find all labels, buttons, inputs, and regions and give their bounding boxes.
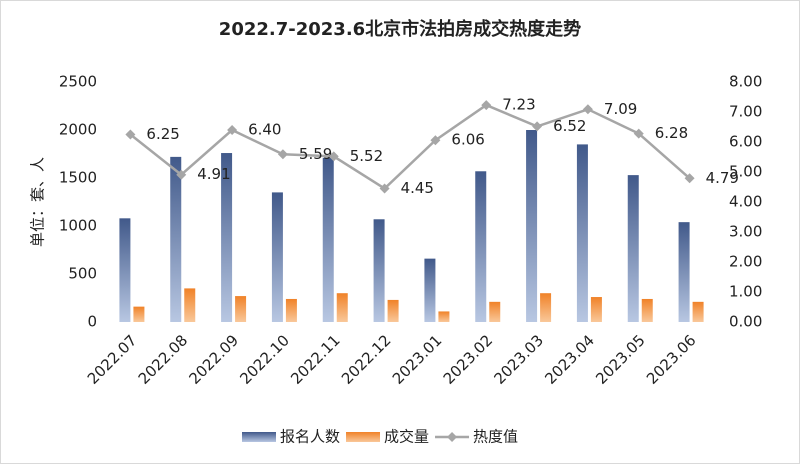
bar xyxy=(692,301,704,322)
y-tick-label: 1000 xyxy=(59,217,97,235)
marker xyxy=(684,173,695,184)
marker xyxy=(582,104,593,115)
y2-tick-label: 2.00 xyxy=(729,253,762,271)
x-tick-label: 2022.11 xyxy=(287,331,344,388)
bar xyxy=(322,157,334,322)
y-tick-label: 1500 xyxy=(59,169,97,187)
x-tick-label: 2022.12 xyxy=(338,331,395,388)
bar xyxy=(678,222,690,322)
bar xyxy=(271,192,283,322)
marker xyxy=(328,151,339,162)
legend-label: 报名人数 xyxy=(280,428,340,446)
y-tick-label: 0 xyxy=(87,313,97,331)
marker xyxy=(125,129,136,140)
marker xyxy=(227,125,238,135)
bar xyxy=(641,298,653,322)
data-label: 6.52 xyxy=(553,117,586,135)
bar xyxy=(285,298,297,322)
x-tick-label: 2023.02 xyxy=(440,331,497,388)
x-tick-label: 2023.03 xyxy=(491,331,548,388)
data-label: 5.59 xyxy=(299,145,332,163)
data-label: 5.52 xyxy=(350,147,383,165)
bar xyxy=(221,153,233,322)
bar xyxy=(170,156,182,322)
x-tick-label: 2023.06 xyxy=(643,331,700,388)
legend-swatch xyxy=(346,432,381,442)
data-label: 7.23 xyxy=(502,96,535,114)
bar xyxy=(424,258,436,322)
x-tick-label: 2022.09 xyxy=(186,331,243,388)
marker xyxy=(277,149,288,160)
y2-tick-label: 0.00 xyxy=(729,313,762,331)
data-label: 6.06 xyxy=(451,131,484,149)
bar xyxy=(590,297,602,322)
y2-tick-label: 4.00 xyxy=(729,193,762,211)
line xyxy=(129,103,691,191)
marker xyxy=(532,121,543,132)
data-label: 4.79 xyxy=(706,169,739,187)
data-label: 6.25 xyxy=(146,125,179,143)
bar xyxy=(438,311,450,322)
chart-title: 2022.7-2023.6北京市法拍房成交热度走势 xyxy=(219,18,581,40)
x-tick-label: 2023.01 xyxy=(389,331,446,388)
bar xyxy=(336,293,348,322)
legend-label: 热度值 xyxy=(473,428,518,446)
y2-tick-label: 3.00 xyxy=(729,223,762,241)
x-tick-label: 2022.07 xyxy=(84,331,141,388)
data-label: 4.91 xyxy=(197,165,230,183)
bar xyxy=(387,299,399,322)
bar xyxy=(184,288,196,322)
bar xyxy=(133,306,145,322)
bar xyxy=(119,218,131,322)
bar xyxy=(373,219,385,322)
marker xyxy=(176,169,187,180)
marker xyxy=(633,128,644,139)
data-label: 7.09 xyxy=(604,100,637,118)
data-label: 6.40 xyxy=(248,121,281,139)
y-tick-label: 2500 xyxy=(59,73,97,91)
bar xyxy=(235,296,247,322)
bar xyxy=(475,171,487,322)
data-label: 6.28 xyxy=(655,124,688,142)
y2-tick-label: 1.00 xyxy=(729,283,762,301)
legend-label: 成交量 xyxy=(384,428,429,446)
x-tick-label: 2023.05 xyxy=(592,331,649,388)
bar xyxy=(526,130,538,322)
y-axis-label: 单位：套、人 xyxy=(29,157,47,247)
x-tick-label: 2023.04 xyxy=(541,331,598,388)
bar xyxy=(540,293,552,322)
y2-tick-label: 7.00 xyxy=(729,103,762,121)
bar xyxy=(627,175,639,322)
y-tick-label: 2000 xyxy=(59,121,97,139)
y2-tick-label: 5.00 xyxy=(729,163,762,181)
bar xyxy=(489,301,501,322)
y-tick-label: 500 xyxy=(68,265,97,283)
marker xyxy=(430,135,441,146)
legend-swatch xyxy=(242,432,276,442)
data-label: 4.45 xyxy=(401,179,434,197)
legend-swatch xyxy=(447,432,458,442)
y2-tick-label: 8.00 xyxy=(729,73,762,91)
marker xyxy=(481,100,492,111)
x-tick-label: 2022.10 xyxy=(236,331,293,388)
y2-tick-label: 6.00 xyxy=(729,133,762,151)
bar xyxy=(576,144,588,322)
marker xyxy=(379,183,390,194)
x-tick-label: 2022.08 xyxy=(135,331,192,388)
